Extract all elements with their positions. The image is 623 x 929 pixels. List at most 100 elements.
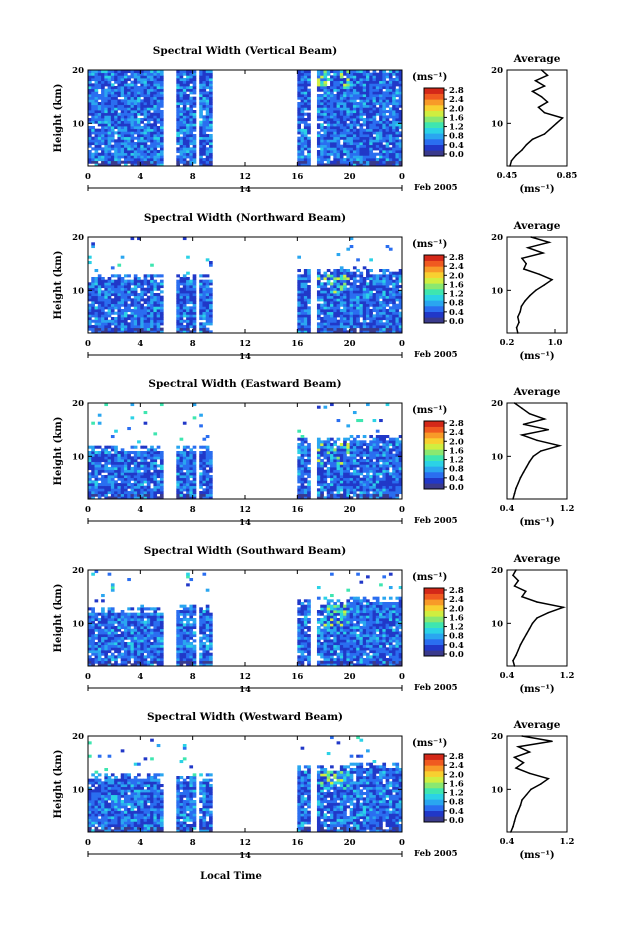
heatmap-cell bbox=[379, 453, 383, 457]
heatmap-cell bbox=[107, 112, 112, 116]
heatmap-cell bbox=[352, 295, 357, 299]
heatmap-cell bbox=[307, 139, 311, 143]
heatmap-cell bbox=[176, 155, 180, 159]
heatmap-cell bbox=[159, 86, 164, 90]
heatmap-cell bbox=[352, 266, 357, 270]
heatmap-cell bbox=[153, 448, 158, 452]
heatmap-cell bbox=[372, 467, 377, 471]
heatmap-cell bbox=[182, 102, 187, 106]
heatmap-cell bbox=[307, 158, 311, 162]
heatmap-cell bbox=[150, 445, 154, 449]
heatmap-cell bbox=[146, 496, 151, 500]
heatmap-cell bbox=[385, 469, 390, 473]
heatmap-cell bbox=[110, 311, 115, 315]
heatmap-cell bbox=[330, 99, 334, 103]
heatmap-cell bbox=[140, 285, 145, 289]
heatmap-cell bbox=[199, 80, 203, 84]
heatmap-cell bbox=[137, 309, 141, 313]
heatmap-cell bbox=[120, 287, 125, 291]
heatmap-cell bbox=[379, 322, 383, 326]
heatmap-cell bbox=[375, 295, 380, 299]
heatmap-cell bbox=[150, 309, 154, 313]
heatmap-cell bbox=[297, 293, 302, 297]
heatmap-cell bbox=[192, 139, 197, 143]
heatmap-cell bbox=[130, 403, 135, 407]
heatmap-cell bbox=[362, 123, 367, 127]
heatmap-cell bbox=[330, 102, 334, 106]
heatmap-cell bbox=[336, 91, 341, 95]
heatmap-cell bbox=[356, 314, 360, 318]
heatmap-cell bbox=[369, 483, 373, 487]
heatmap-cell bbox=[91, 245, 95, 249]
heatmap-cell bbox=[339, 91, 344, 95]
heatmap-cell bbox=[369, 459, 373, 463]
heatmap-cell bbox=[130, 152, 135, 156]
heatmap-cell bbox=[323, 443, 328, 447]
heatmap-cell bbox=[316, 102, 321, 106]
heatmap-cell bbox=[330, 317, 334, 321]
heatmap-cell bbox=[176, 139, 180, 143]
heatmap-cell bbox=[143, 322, 148, 326]
heatmap-cell bbox=[352, 314, 357, 318]
heatmap-cell bbox=[176, 279, 180, 283]
heatmap-cell bbox=[176, 88, 180, 92]
heatmap-cell bbox=[300, 475, 305, 479]
heatmap-cell bbox=[137, 110, 141, 114]
heatmap-cell bbox=[179, 325, 184, 329]
heatmap-cell bbox=[316, 311, 321, 315]
heatmap-cell bbox=[362, 327, 367, 331]
heatmap-cell bbox=[123, 451, 128, 455]
heatmap-cell bbox=[333, 311, 337, 315]
heatmap-cell bbox=[182, 136, 187, 140]
heatmap-cell bbox=[366, 485, 370, 489]
heatmap-cell bbox=[114, 496, 118, 500]
heatmap-cell bbox=[307, 475, 311, 479]
heatmap-cell bbox=[202, 483, 207, 487]
heatmap-cell bbox=[362, 475, 367, 479]
heatmap-cell bbox=[392, 445, 396, 449]
heatmap-cell bbox=[146, 107, 151, 111]
heatmap-cell bbox=[146, 147, 151, 151]
heatmap-cell bbox=[343, 120, 347, 124]
heatmap-cell bbox=[316, 72, 321, 76]
heatmap-cell bbox=[330, 437, 334, 441]
heatmap-cell bbox=[156, 158, 161, 162]
heatmap-cell bbox=[297, 126, 302, 130]
colorbar-segment bbox=[424, 144, 444, 151]
heatmap-cell bbox=[209, 80, 213, 84]
heatmap-cell bbox=[349, 488, 354, 492]
heatmap-cell bbox=[362, 150, 367, 154]
heatmap-cell bbox=[359, 461, 364, 465]
heatmap-cell bbox=[303, 309, 308, 313]
heatmap-cell bbox=[182, 134, 187, 138]
heatmap-cell bbox=[323, 477, 328, 481]
heatmap-cell bbox=[326, 327, 331, 331]
heatmap-cell bbox=[349, 86, 354, 90]
heatmap-cell bbox=[300, 327, 305, 331]
heatmap-cell bbox=[388, 271, 393, 275]
heatmap-cell bbox=[140, 317, 145, 321]
heatmap-cell bbox=[104, 477, 109, 481]
heatmap-cell bbox=[385, 144, 390, 148]
heatmap-cell bbox=[143, 123, 148, 127]
heatmap-cell bbox=[366, 306, 370, 310]
heatmap-cell bbox=[88, 134, 92, 138]
heatmap-cell bbox=[379, 330, 383, 334]
heatmap-cell bbox=[153, 158, 158, 162]
heatmap-cell bbox=[392, 271, 396, 275]
heatmap-cell bbox=[94, 322, 99, 326]
heatmap-cell bbox=[94, 451, 99, 455]
heatmap-cell bbox=[395, 80, 400, 84]
heatmap-cell bbox=[91, 448, 95, 452]
heatmap-cell bbox=[382, 298, 387, 302]
heatmap-cell bbox=[346, 75, 351, 79]
heatmap-cell bbox=[316, 136, 321, 140]
heatmap-cell bbox=[320, 459, 324, 463]
heatmap-cell bbox=[398, 440, 403, 444]
heatmap-cell bbox=[199, 115, 203, 119]
heatmap-cell bbox=[356, 163, 360, 167]
heatmap-cell bbox=[300, 469, 305, 473]
heatmap-cell bbox=[388, 325, 393, 329]
heatmap-cell bbox=[346, 152, 351, 156]
heatmap-cell bbox=[375, 96, 380, 100]
